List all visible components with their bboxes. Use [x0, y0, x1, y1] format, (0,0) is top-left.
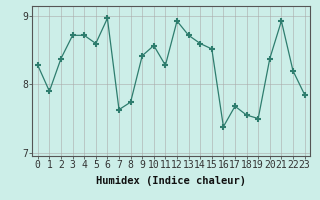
- X-axis label: Humidex (Indice chaleur): Humidex (Indice chaleur): [96, 176, 246, 186]
